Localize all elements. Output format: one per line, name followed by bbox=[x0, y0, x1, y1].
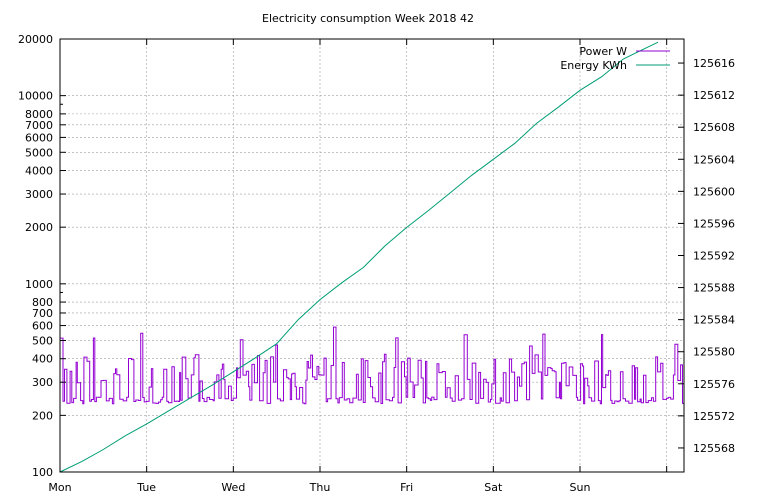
y-tick-label: 20000 bbox=[18, 33, 53, 46]
y-tick-label: 8000 bbox=[25, 108, 53, 121]
axis-layer: Mon Tue Wed Thu Fri Sat Sun1002003004005006007… bbox=[18, 33, 735, 494]
y2-tick-label: 125604 bbox=[693, 153, 735, 166]
series-power-line bbox=[60, 326, 684, 405]
y2-tick-label: 125580 bbox=[693, 346, 735, 359]
y2-tick-label: 125572 bbox=[693, 410, 735, 423]
y-tick-label: 800 bbox=[32, 296, 53, 309]
x-tick-label: Mon bbox=[48, 481, 71, 494]
y-tick-label: 2000 bbox=[25, 221, 53, 234]
y2-tick-label: 125612 bbox=[693, 89, 735, 102]
y-tick-label: 7000 bbox=[25, 119, 53, 132]
y2-tick-label: 125600 bbox=[693, 185, 735, 198]
y2-tick-label: 125576 bbox=[693, 378, 735, 391]
y2-tick-label: 125588 bbox=[693, 282, 735, 295]
y-tick-label: 700 bbox=[32, 307, 53, 320]
y-tick-label: 1000 bbox=[25, 278, 53, 291]
y-tick-label: 400 bbox=[32, 353, 53, 366]
plot-frame bbox=[59, 38, 685, 473]
y2-tick-label: 125608 bbox=[693, 121, 735, 134]
y-tick-label: 200 bbox=[32, 409, 53, 422]
x-tick-label: Thu bbox=[309, 481, 331, 494]
series-layer bbox=[59, 41, 684, 473]
y-tick-label: 3000 bbox=[25, 188, 53, 201]
y-tick-label: 5000 bbox=[25, 146, 53, 159]
chart-title: Electricity consumption Week 2018 42 bbox=[262, 12, 474, 25]
y2-tick-label: 125596 bbox=[693, 217, 735, 230]
y-tick-label: 6000 bbox=[25, 131, 53, 144]
y-tick-label: 300 bbox=[32, 376, 53, 389]
y2-tick-label: 125568 bbox=[693, 442, 735, 455]
y-tick-label: 100 bbox=[32, 466, 53, 479]
legend-label: Energy KWh bbox=[560, 59, 627, 72]
y2-tick-label: 125584 bbox=[693, 314, 735, 327]
legend-label: Power W bbox=[579, 45, 627, 58]
grid-layer bbox=[60, 39, 684, 472]
y2-tick-label: 125616 bbox=[693, 57, 735, 70]
y-tick-label: 4000 bbox=[25, 165, 53, 178]
x-tick-label: Wed bbox=[221, 481, 245, 494]
y-tick-label: 600 bbox=[32, 320, 53, 333]
x-tick-label: Fri bbox=[400, 481, 413, 494]
x-tick-label: Tue bbox=[136, 481, 156, 494]
series-energy-line bbox=[59, 41, 659, 473]
y-tick-label: 500 bbox=[32, 334, 53, 347]
y2-tick-label: 125592 bbox=[693, 250, 735, 263]
x-tick-label: Sun bbox=[570, 481, 591, 494]
x-tick-label: Sat bbox=[484, 481, 503, 494]
y-tick-label: 10000 bbox=[18, 90, 53, 103]
